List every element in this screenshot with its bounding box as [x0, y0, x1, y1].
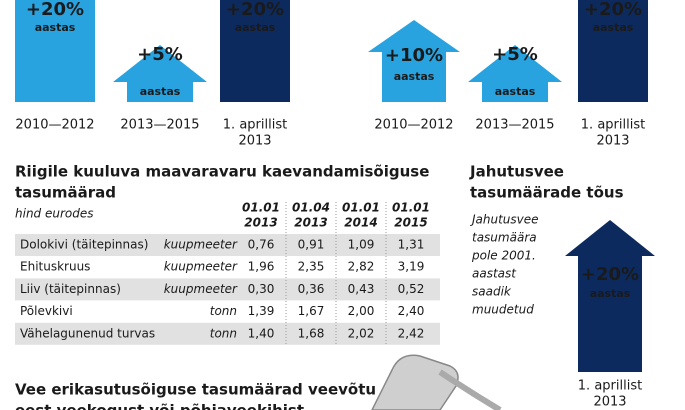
period-label: 2013—2015 — [120, 118, 199, 133]
change-label: +5% — [492, 44, 538, 65]
unit-label: aastas — [590, 287, 631, 300]
table-title: Riigile kuuluva maavaravaru kaevandamisõ… — [15, 163, 429, 181]
period-label: 1. aprillist — [581, 118, 645, 133]
unit-label: aastas — [235, 21, 276, 34]
row-name: Liiv (täitepinnas) — [20, 282, 121, 296]
row-unit: kuupmeeter — [164, 282, 238, 296]
period-label: 1. aprillist — [578, 379, 642, 394]
cell-value: 2,82 — [348, 260, 375, 274]
row-name: Dolokivi (täitepinnas) — [20, 238, 148, 252]
arrow — [368, 20, 460, 102]
column-header: 01.04 — [292, 201, 330, 215]
row-background — [15, 234, 440, 256]
unit-label: aastas — [35, 21, 76, 34]
column-header: 2014 — [344, 216, 377, 230]
column-header: 2013 — [294, 216, 327, 230]
cell-value: 1,40 — [248, 326, 275, 340]
row-background — [15, 322, 440, 345]
cooling-note: tasumäära — [472, 231, 537, 245]
cell-value: 2,42 — [398, 326, 425, 340]
arrow — [468, 45, 562, 102]
period-label: 2013—2015 — [475, 118, 554, 133]
cell-value: 0,36 — [298, 282, 325, 296]
cell-value: 3,19 — [398, 260, 425, 274]
fuel-nozzle — [371, 354, 502, 410]
arrow — [578, 0, 648, 102]
row-name: Ehituskruus — [20, 260, 90, 274]
arrow — [15, 0, 95, 102]
cell-value: 2,02 — [348, 326, 375, 340]
cell-value: 1,67 — [298, 304, 325, 318]
period-label: 2010—2012 — [374, 118, 453, 133]
column-header: 2013 — [244, 216, 277, 230]
cell-value: 1,39 — [248, 304, 275, 318]
cell-value: 0,52 — [398, 282, 425, 296]
water-title: eest veekogust või põhjaveekihist — [15, 402, 304, 410]
change-label: +20% — [581, 264, 639, 285]
cell-value: 0,91 — [298, 238, 325, 252]
cooling-note: pole 2001. — [471, 249, 536, 263]
period-label: 2010—2012 — [15, 118, 94, 133]
row-unit: kuupmeeter — [164, 260, 238, 274]
period-label: 2013 — [593, 395, 626, 410]
cell-value: 0,76 — [248, 238, 275, 252]
arrow — [220, 0, 290, 102]
change-label: +20% — [226, 0, 284, 20]
row-name: Põlevkivi — [20, 304, 73, 318]
cell-value: 2,40 — [398, 304, 425, 318]
cell-value: 2,00 — [348, 304, 375, 318]
period-label: 2013 — [596, 134, 629, 149]
unit-label: aastas — [394, 70, 435, 83]
change-label: +20% — [584, 0, 642, 20]
cooling-title: tasumäärade tõus — [470, 184, 624, 202]
period-label: 2013 — [238, 134, 271, 149]
change-label: +10% — [385, 45, 443, 66]
column-header: 01.01 — [392, 201, 430, 215]
water-title: Vee erikasutusõiguse tasumäärad veevõtu — [15, 381, 376, 399]
unit-label: aastas — [495, 85, 536, 98]
change-label: +20% — [26, 0, 84, 20]
row-unit: tonn — [210, 326, 237, 340]
cell-value: 2,35 — [298, 260, 325, 274]
column-header: 2015 — [394, 216, 427, 230]
row-name: Vähelagunenud turvas — [20, 326, 155, 340]
cell-value: 1,68 — [298, 326, 325, 340]
period-label: 1. aprillist — [223, 118, 287, 133]
row-unit: tonn — [210, 304, 237, 318]
arrow — [113, 45, 207, 102]
cell-value: 0,43 — [348, 282, 375, 296]
cooling-note: muudetud — [472, 303, 534, 317]
row-unit: kuupmeeter — [164, 238, 238, 252]
cooling-note: saadik — [472, 285, 512, 299]
cell-value: 1,09 — [348, 238, 375, 252]
arrow — [565, 220, 655, 372]
cooling-note: Jahutusvee — [470, 213, 539, 227]
column-header: 01.01 — [242, 201, 280, 215]
change-label: +5% — [137, 44, 183, 65]
cell-value: 0,30 — [248, 282, 275, 296]
column-header: 01.01 — [342, 201, 380, 215]
cell-value: 1,96 — [248, 260, 275, 274]
unit-label: aastas — [593, 21, 634, 34]
row-background — [15, 278, 440, 301]
table-subtitle: hind eurodes — [15, 207, 94, 221]
cooling-note: aastast — [472, 267, 517, 281]
unit-label: aastas — [140, 85, 181, 98]
cooling-title: Jahutusvee — [469, 163, 564, 181]
cell-value: 1,31 — [398, 238, 425, 252]
table-title: tasumäärad — [15, 184, 116, 202]
